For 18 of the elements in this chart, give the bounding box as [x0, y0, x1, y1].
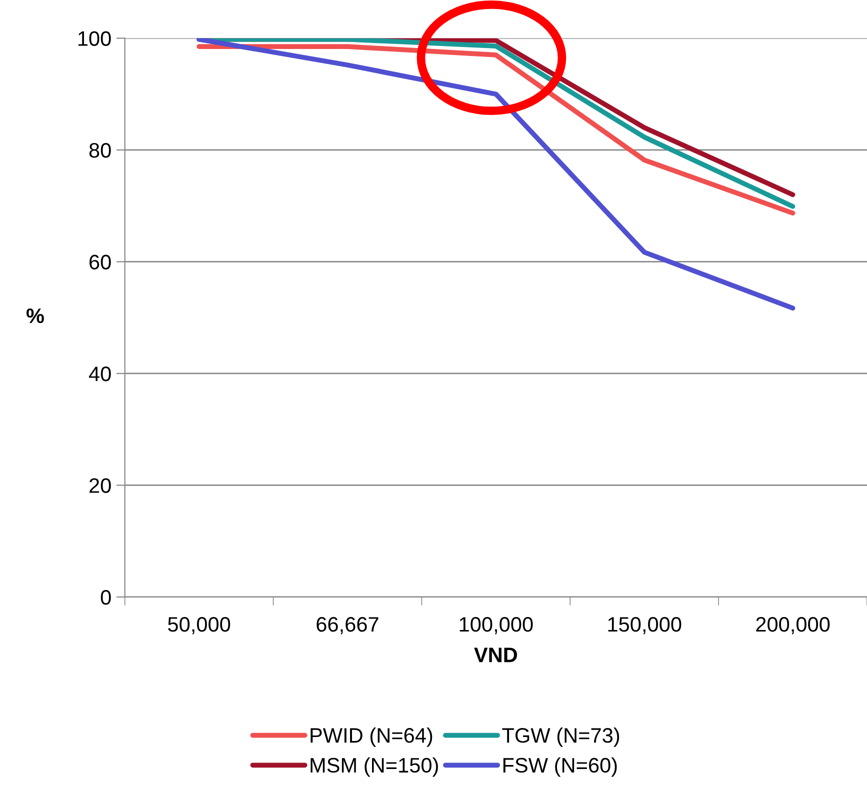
- x-tick-label: 150,000: [608, 616, 682, 634]
- y-tick-label: 60: [90, 254, 111, 270]
- legend-label: FSW (N=60): [503, 757, 617, 777]
- legend-label: TGW (N=73): [502, 728, 620, 747]
- line-series: [196, 38, 796, 311]
- x-tick-label: 200,000: [756, 616, 830, 634]
- x-tick-label: 50,000: [168, 616, 230, 634]
- y-tick-label: 100: [78, 31, 111, 46]
- y-tick-label: 20: [90, 478, 111, 493]
- x-tick-label: 100,000: [460, 616, 533, 634]
- y-axis-title: %: [26, 308, 44, 324]
- y-tick-label: 80: [89, 142, 111, 158]
- legend-label: PWID (N=64): [310, 728, 432, 747]
- y-tick-label: 40: [88, 366, 111, 382]
- y-tick-label: 0: [100, 590, 111, 605]
- legend-label: MSM (N=150): [310, 757, 438, 777]
- x-tick-label: 66,667: [316, 616, 378, 634]
- x-axis-title: VND: [474, 648, 518, 662]
